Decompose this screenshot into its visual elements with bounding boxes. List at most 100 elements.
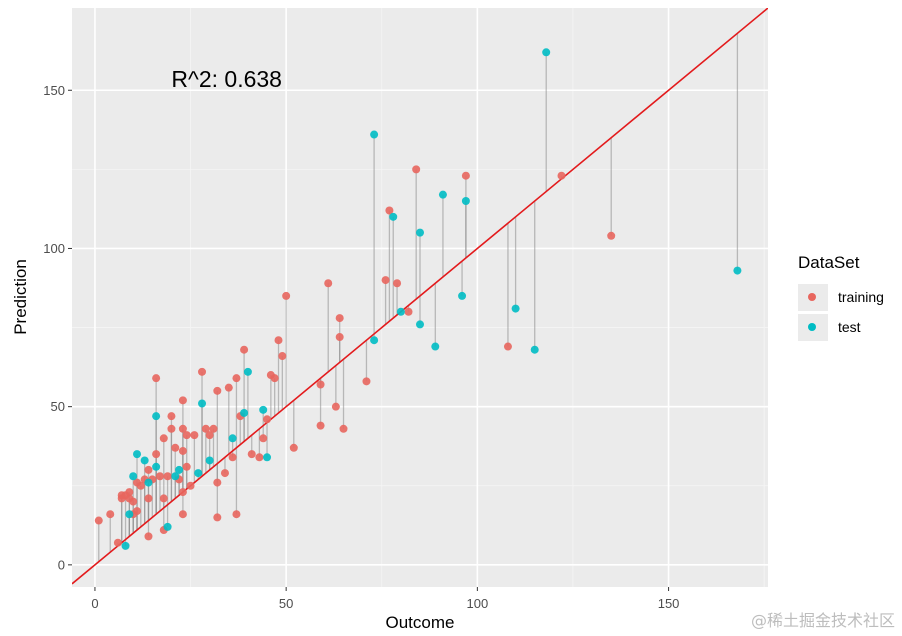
point-training — [159, 434, 168, 443]
point-test — [121, 541, 130, 550]
point-training — [171, 443, 180, 452]
point-training — [274, 336, 283, 345]
point-training — [316, 380, 325, 389]
point-training — [263, 415, 272, 424]
point-test — [171, 472, 180, 481]
point-training — [182, 462, 191, 471]
point-training — [331, 402, 340, 411]
point-test — [263, 453, 272, 462]
point-training — [213, 386, 222, 395]
point-training — [393, 279, 402, 288]
y-axis-title: Prediction — [11, 259, 30, 335]
point-training — [106, 510, 115, 519]
point-training — [335, 314, 344, 323]
point-training — [167, 424, 176, 433]
point-training — [113, 538, 122, 547]
x-tick-label: 50 — [279, 596, 293, 611]
legend-label-training: training — [838, 289, 884, 305]
legend: DataSet training test — [798, 253, 884, 341]
point-test — [152, 462, 161, 471]
point-test — [259, 405, 268, 414]
point-training — [381, 276, 390, 285]
legend-title: DataSet — [798, 253, 860, 272]
point-training — [163, 472, 172, 481]
point-training — [152, 450, 161, 459]
point-training — [224, 383, 233, 392]
point-training — [385, 206, 394, 215]
point-test — [140, 456, 149, 465]
point-test — [243, 367, 252, 376]
point-training — [201, 424, 210, 433]
point-test — [240, 408, 249, 417]
point-test — [530, 345, 539, 354]
point-training — [125, 488, 134, 497]
point-training — [255, 453, 264, 462]
point-training — [232, 510, 241, 519]
point-test — [458, 291, 467, 300]
point-training — [335, 333, 344, 342]
point-test — [370, 130, 379, 139]
y-tick-label: 0 — [58, 557, 65, 572]
point-test — [370, 336, 379, 345]
x-tick-label: 0 — [91, 596, 98, 611]
point-test — [511, 304, 520, 313]
point-test — [431, 342, 440, 351]
point-training — [259, 434, 268, 443]
point-training — [412, 165, 421, 174]
y-tick-label: 100 — [43, 241, 65, 256]
point-training — [240, 345, 249, 354]
point-training — [270, 374, 279, 383]
point-training — [205, 431, 214, 440]
data-points — [94, 48, 742, 550]
point-training — [133, 507, 142, 516]
point-training — [178, 488, 187, 497]
point-test — [175, 465, 184, 474]
point-test — [152, 412, 161, 421]
point-test — [129, 472, 138, 481]
point-training — [404, 307, 413, 316]
point-test — [144, 478, 153, 487]
x-axis-title: Outcome — [386, 613, 455, 632]
point-test — [416, 228, 424, 237]
point-training — [144, 532, 153, 541]
point-test — [125, 510, 134, 519]
legend-marker-training — [808, 293, 816, 301]
point-training — [461, 171, 470, 180]
watermark: @稀土掘金技术社区 — [751, 611, 895, 630]
point-training — [144, 465, 153, 474]
point-training — [178, 424, 187, 433]
y-tick-label: 50 — [51, 399, 65, 414]
point-training — [213, 513, 222, 522]
point-training — [316, 421, 325, 430]
point-training — [607, 231, 616, 240]
x-tick-label: 150 — [658, 596, 680, 611]
point-test — [438, 190, 447, 199]
point-training — [232, 374, 241, 383]
legend-label-test: test — [838, 319, 861, 335]
point-training — [186, 481, 195, 490]
point-training — [94, 516, 103, 525]
point-test — [205, 456, 214, 465]
r-squared-annotation: R^2: 0.638 — [171, 66, 282, 92]
y-tick-label: 150 — [43, 83, 65, 98]
point-training — [178, 396, 187, 405]
point-test — [461, 197, 470, 205]
point-test — [228, 434, 237, 443]
point-training — [209, 424, 218, 433]
point-test — [733, 266, 742, 275]
point-training — [247, 450, 256, 459]
point-test — [133, 450, 142, 459]
point-training — [339, 424, 348, 433]
point-test — [389, 212, 398, 221]
point-training — [159, 494, 168, 503]
point-training — [289, 443, 298, 452]
point-training — [220, 469, 229, 478]
point-training — [198, 367, 207, 376]
point-test — [542, 48, 551, 57]
point-training — [178, 510, 187, 519]
point-training — [152, 374, 161, 383]
point-test — [396, 307, 405, 316]
point-training — [129, 497, 138, 506]
point-training — [144, 494, 153, 503]
